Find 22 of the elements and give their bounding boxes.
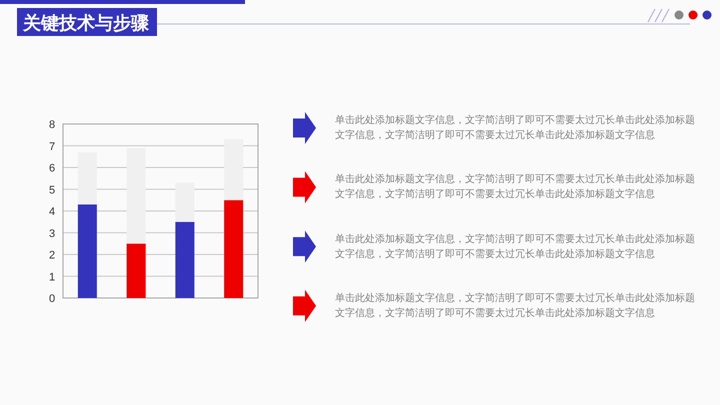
text: 单击此处添加标题文字信息，文字简洁明了即可不需要太过冗长单击此处添加标题文字信息，文字简洁明了即可不需要太过冗长单击此处添加标题文字信息: [335, 114, 696, 143]
y-tick-label: 1: [48, 271, 56, 284]
y-tick-label: 7: [48, 140, 56, 153]
y-tick-label: 5: [48, 184, 56, 196]
y-tick-label: 6: [48, 162, 56, 174]
bar: [78, 204, 97, 298]
y-tick-label: 0: [48, 293, 56, 305]
bar: [78, 152, 97, 204]
text: 单击此处添加标题文字信息，文字简洁明了即可不需要太过冗长单击此处添加标题文字信息，文字简洁明了即可不需要太过冗长单击此处添加标题文字信息: [335, 292, 696, 321]
bar: [224, 200, 244, 298]
text: 单击此处添加标题文字信息，文字简洁明了即可不需要太过冗长单击此处添加标题文字信息，文字简洁明了即可不需要太过冗长单击此处添加标题文字信息: [335, 172, 696, 202]
chart-title: 关键技术与步骤: [22, 13, 150, 33]
y-tick-label: 2: [48, 250, 56, 262]
y-tick-label: 8: [48, 119, 56, 131]
bar: [224, 139, 244, 200]
y-tick-label: 3: [48, 228, 56, 240]
bar: [126, 148, 146, 244]
bar: [126, 244, 146, 298]
text: 单击此处添加标题文字信息，文字简洁明了即可不需要太过冗长单击此处添加标题文字信息，文字简洁明了即可不需要太过冗长单击此处添加标题文字信息: [335, 232, 696, 262]
y-tick-label: 4: [48, 206, 56, 218]
bar: [175, 182, 194, 222]
bar: [175, 222, 194, 298]
